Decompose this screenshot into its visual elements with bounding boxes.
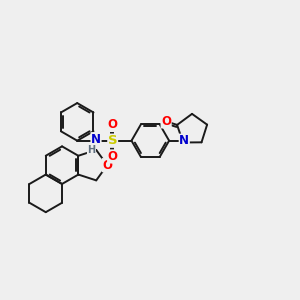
Text: N: N [91,133,101,146]
Text: H: H [87,145,95,155]
Text: O: O [108,118,118,131]
Text: N: N [179,134,189,147]
Text: O: O [161,115,171,128]
Text: O: O [108,150,118,163]
Text: S: S [108,134,118,147]
Text: O: O [102,159,112,172]
